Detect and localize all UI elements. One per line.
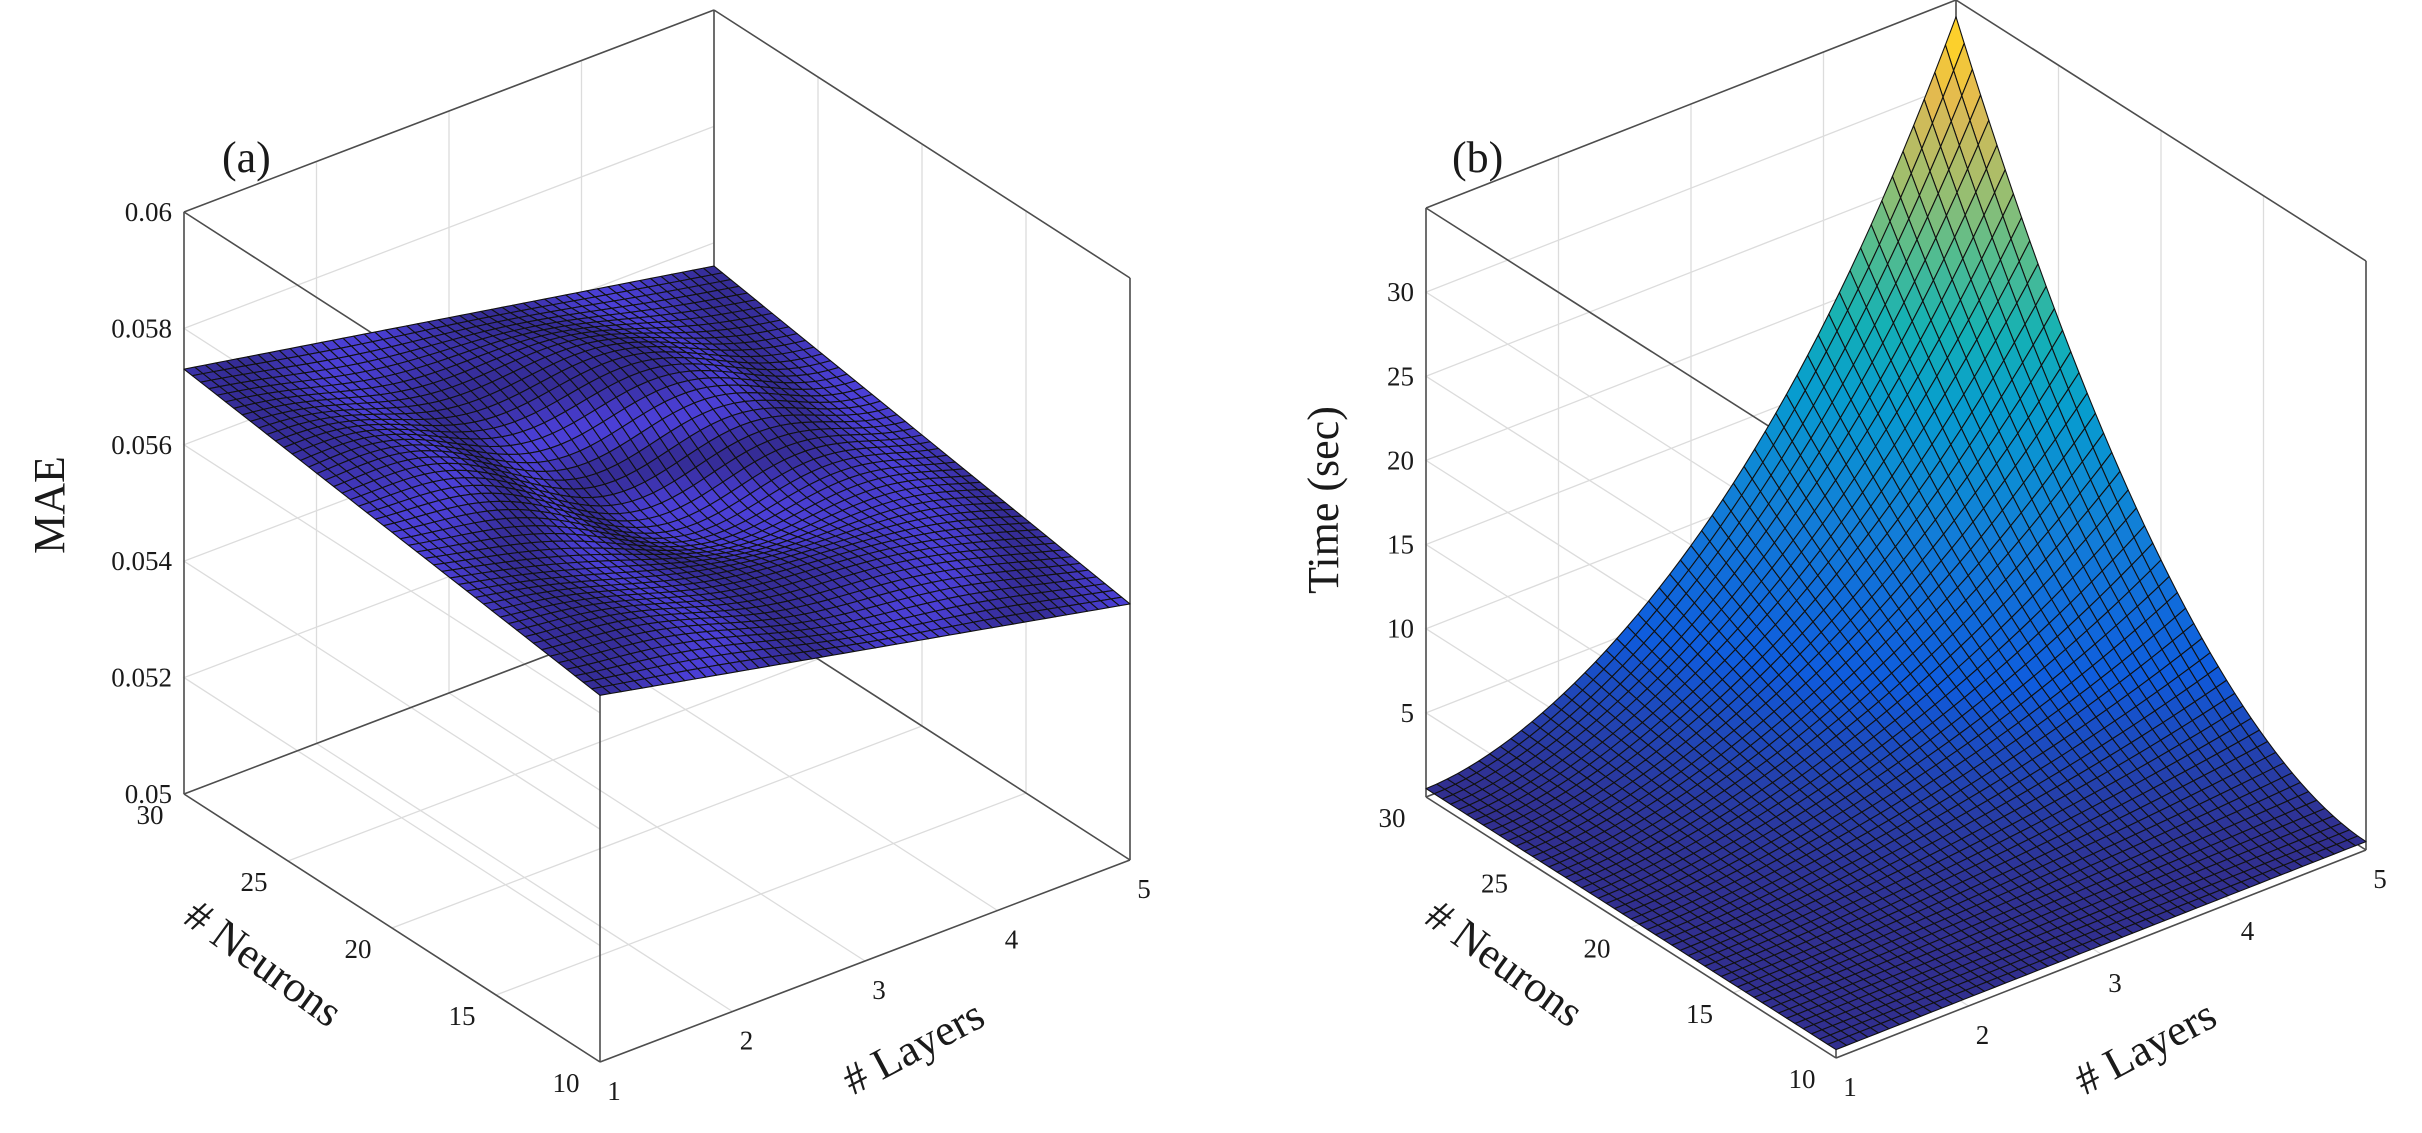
grid-line (287, 658, 819, 862)
x-tick-label: 3 (872, 975, 886, 1005)
z-tick-label: 0.054 (111, 546, 172, 576)
panel-label: (a) (222, 133, 271, 182)
z-axis-label: MAE (25, 456, 74, 554)
x-tick-label: 5 (1137, 874, 1151, 904)
panel-a-mae-surface-plot: 1234510152025300.050.0520.0540.0560.0580… (25, 9, 1151, 1106)
grid-line (495, 792, 1027, 996)
x-tick-label: 4 (1005, 925, 1019, 955)
grid-line (391, 725, 923, 929)
axis-line (183, 9, 715, 213)
axis-line (183, 793, 601, 1063)
z-tick-label: 0.05 (125, 779, 172, 809)
y-tick-label: 15 (449, 1001, 476, 1031)
z-tick-label: 0.056 (111, 430, 172, 460)
y-tick-label: 20 (345, 934, 372, 964)
x-tick-label: 2 (740, 1026, 754, 1056)
z-tick-label: 0.052 (111, 663, 172, 693)
x-tick-label: 1 (607, 1076, 621, 1106)
y-tick-label: 25 (241, 867, 268, 897)
z-tick-label: 0.058 (111, 313, 172, 343)
surface (183, 265, 1131, 696)
y-tick-label: 10 (553, 1068, 580, 1098)
axis-line (599, 859, 1131, 1063)
z-tick-label: 0.06 (125, 197, 172, 227)
axis-line (713, 9, 1131, 279)
y-axis-label: # Neurons (175, 890, 351, 1037)
x-axis-label: # Layers (834, 990, 992, 1105)
